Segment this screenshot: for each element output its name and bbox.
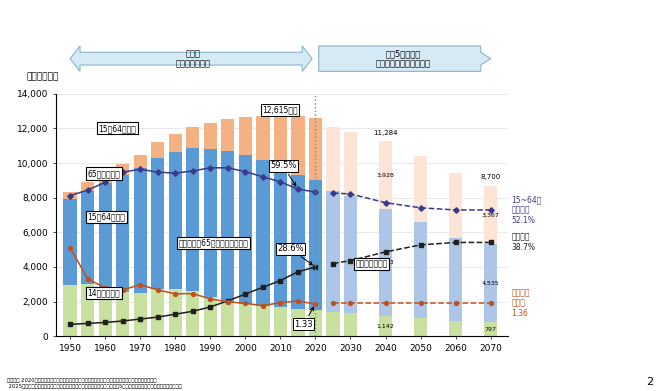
Bar <box>484 244 498 323</box>
Bar <box>326 312 340 336</box>
Text: 令和5年推計値
（日本の将来推計人口）: 令和5年推計値 （日本の将来推計人口） <box>376 49 430 68</box>
Text: 14歳以下人口: 14歳以下人口 <box>88 289 120 298</box>
Bar <box>291 175 304 308</box>
Bar <box>133 293 147 336</box>
Bar <box>168 289 182 336</box>
Bar <box>291 116 304 175</box>
Bar <box>186 291 199 336</box>
Text: 15~64歳
人口割合
52.1%: 15~64歳 人口割合 52.1% <box>512 195 542 225</box>
Text: 28.6%: 28.6% <box>277 244 312 265</box>
Bar <box>309 118 322 180</box>
Text: 11,284: 11,284 <box>374 130 398 136</box>
Bar <box>98 183 112 287</box>
Bar <box>116 175 129 292</box>
Text: 3,928: 3,928 <box>377 172 395 178</box>
Bar <box>151 289 164 336</box>
Bar <box>239 304 252 336</box>
Text: 2: 2 <box>646 377 653 387</box>
Bar <box>291 308 304 336</box>
Bar <box>81 284 94 336</box>
Bar <box>344 313 357 336</box>
Text: 人口（万人）: 人口（万人） <box>26 73 59 82</box>
Bar <box>239 155 252 304</box>
Text: 高齢化率
38.7%: 高齢化率 38.7% <box>512 233 535 252</box>
Bar <box>256 306 269 336</box>
Bar <box>98 174 112 183</box>
Text: （出所） 2020年までの人口は総務省「国勢調査」、合計特殊出生率は厚生労働省「人口動態統計」。
 2025年以降は国立社会保障・人口問題研究所「日本の将来推計: （出所） 2020年までの人口は総務省「国勢調査」、合計特殊出生率は厚生労働省「… <box>7 378 182 389</box>
Bar <box>133 168 147 293</box>
Bar <box>81 183 94 191</box>
Bar <box>379 209 392 316</box>
Bar <box>168 152 182 289</box>
Bar <box>221 119 234 151</box>
Bar <box>309 310 322 336</box>
Text: 3,367: 3,367 <box>482 212 500 217</box>
Bar <box>414 222 427 318</box>
Bar <box>484 323 498 336</box>
Text: 797: 797 <box>484 327 497 332</box>
Bar <box>151 142 164 158</box>
Text: 高齢化率（65歳以上人口割合）: 高齢化率（65歳以上人口割合） <box>179 238 249 247</box>
Bar <box>63 285 77 336</box>
Text: 実績値
（国勢調査等）: 実績値 （国勢調査等） <box>176 49 211 68</box>
Bar <box>186 127 199 148</box>
Text: 4,535: 4,535 <box>482 281 500 286</box>
Bar <box>204 123 217 149</box>
Text: 15～64歳割合: 15～64歳割合 <box>98 124 136 133</box>
Bar <box>221 301 234 336</box>
Bar <box>326 191 340 312</box>
Bar <box>221 151 234 301</box>
Bar <box>204 149 217 297</box>
Bar <box>256 160 269 306</box>
Bar <box>344 132 357 196</box>
Bar <box>116 165 129 175</box>
Bar <box>133 155 147 168</box>
Bar <box>344 196 357 313</box>
Bar <box>98 287 112 336</box>
Bar <box>204 297 217 336</box>
Bar <box>239 117 252 155</box>
Bar <box>256 116 269 160</box>
Bar <box>151 158 164 289</box>
Bar <box>414 318 427 336</box>
Text: 1.33: 1.33 <box>294 307 314 328</box>
Bar <box>414 156 427 222</box>
Text: 15～64歳人口: 15～64歳人口 <box>88 212 125 221</box>
Bar <box>309 180 322 310</box>
Text: 6,213: 6,213 <box>377 260 395 265</box>
Bar <box>63 192 77 199</box>
Bar <box>81 191 94 284</box>
Bar <box>274 307 287 336</box>
Bar <box>168 134 182 152</box>
Text: 合計特殊出生率: 合計特殊出生率 <box>355 259 387 268</box>
Bar <box>379 141 392 209</box>
Text: 8,700: 8,700 <box>480 174 501 180</box>
Text: 1,142: 1,142 <box>377 324 395 329</box>
Bar <box>379 316 392 336</box>
Text: 合計特殊
出生率
1.36: 合計特殊 出生率 1.36 <box>512 289 530 318</box>
Bar <box>449 321 462 336</box>
Bar <box>484 186 498 244</box>
Bar <box>326 127 340 191</box>
Text: 65歳以上人口: 65歳以上人口 <box>88 169 121 178</box>
Text: 12,615万人: 12,615万人 <box>263 106 298 115</box>
Bar <box>274 116 287 167</box>
Bar <box>274 167 287 307</box>
Bar <box>449 238 462 321</box>
Bar <box>186 148 199 291</box>
Bar <box>63 199 77 285</box>
Bar <box>116 292 129 336</box>
Text: 59.5%: 59.5% <box>270 161 296 186</box>
Bar <box>449 173 462 238</box>
